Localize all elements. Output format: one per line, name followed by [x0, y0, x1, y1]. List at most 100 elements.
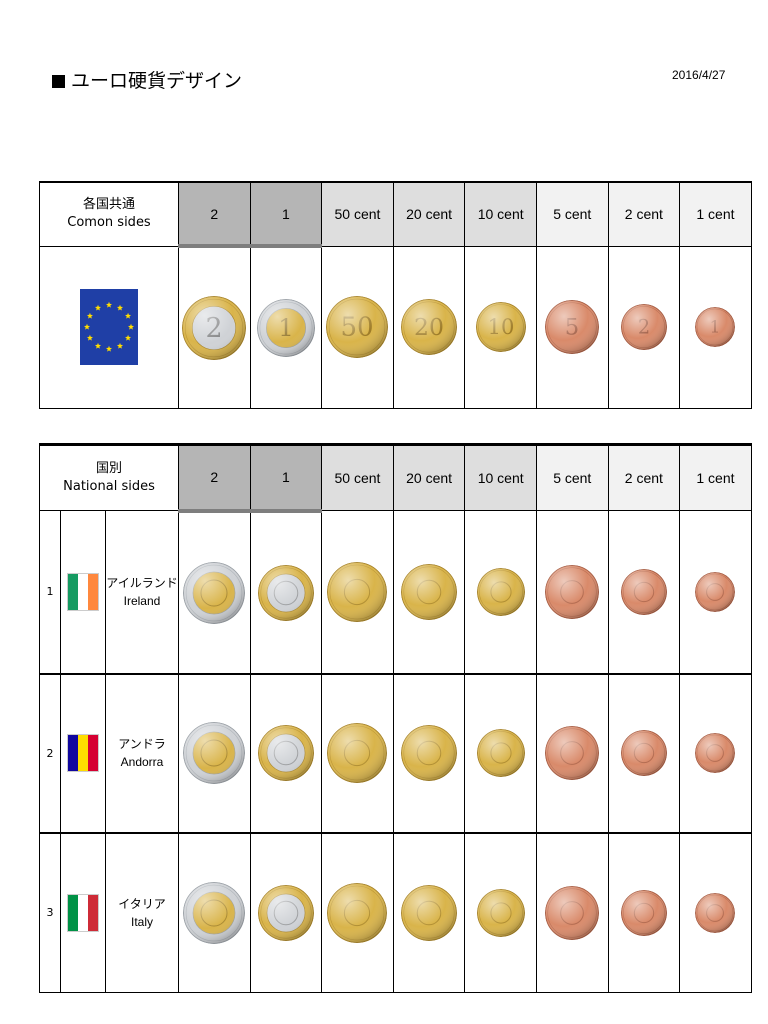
country-number: 3	[39, 831, 61, 993]
eu-flag-cell	[39, 245, 179, 409]
denomination-header: 20 cent	[392, 181, 466, 247]
eu-flag-icon	[80, 289, 138, 365]
eu-star-icon	[105, 301, 113, 308]
flag-stripe	[78, 573, 88, 610]
common-label-cell: 各国共通 Comon sides	[39, 181, 179, 247]
coin-cell	[607, 831, 681, 993]
coin-cell: 1	[249, 245, 323, 409]
coin-cell	[607, 510, 681, 674]
coin-cell	[535, 831, 609, 993]
common-coins-row: 2 1 50	[39, 245, 752, 409]
denomination-header: 50 cent	[321, 181, 394, 247]
country-row: 1 アイルランド Ireland	[39, 510, 752, 674]
denomination-header: 10 cent	[464, 443, 537, 511]
coin-cell: 5	[535, 245, 609, 409]
coin-cell	[249, 510, 323, 674]
country-name-jp: イタリア	[118, 896, 166, 911]
eu-star-icon	[125, 312, 132, 319]
country-flag-icon	[67, 572, 99, 611]
coin-cell	[249, 672, 323, 833]
eu-star-icon	[105, 345, 113, 352]
common-header-row: 各国共通 Comon sides 2 1 50 cent 20 cent 10 …	[39, 181, 752, 248]
eu-star-icon	[94, 342, 102, 349]
national-label-en: National sides	[63, 479, 155, 494]
coin-cell: 2	[178, 245, 251, 409]
common-sides-table: 各国共通 Comon sides 2 1 50 cent 20 cent 10 …	[39, 181, 752, 409]
flag-stripe	[78, 735, 88, 771]
eu-star-icon	[125, 334, 132, 341]
common-2-cent-coin: 2	[620, 304, 667, 350]
denomination-header: 20 cent	[392, 443, 466, 511]
coin-cell	[464, 831, 537, 993]
coin-cell: 1	[679, 245, 752, 409]
country-name-en: Ireland	[123, 593, 161, 608]
common-2-euro-coin: 2	[182, 295, 247, 360]
national-coin	[620, 889, 667, 936]
page-title-text: ユーロ硬貨デザイン	[71, 70, 243, 92]
eu-star-icon	[116, 342, 124, 349]
national-coin	[695, 571, 736, 612]
national-coin	[476, 567, 525, 616]
coin-cell	[249, 831, 323, 993]
coin-cell	[178, 510, 251, 674]
national-label-cell: 国別 National sides	[39, 443, 179, 511]
denomination-header: 10 cent	[464, 181, 537, 247]
national-coin	[401, 563, 458, 620]
eu-star-icon	[86, 334, 93, 341]
national-coin	[401, 725, 458, 781]
denomination-header: 2	[178, 181, 251, 248]
national-coin	[327, 561, 388, 622]
national-coin	[183, 881, 246, 944]
common-1-euro-coin: 1	[256, 298, 315, 357]
eu-star-icon	[86, 312, 93, 319]
denomination-header: 2 cent	[607, 443, 681, 511]
national-coin	[620, 730, 667, 776]
square-bullet-icon	[52, 75, 65, 88]
eu-star-icon	[94, 304, 102, 311]
country-flag-cell	[60, 510, 106, 674]
country-number: 1	[39, 510, 61, 674]
national-coin	[545, 726, 600, 780]
coin-cell: 20	[392, 245, 466, 409]
coin-cell	[607, 672, 681, 833]
country-name-jp: アイルランド	[106, 575, 178, 590]
denomination-header: 1 cent	[679, 181, 752, 247]
national-coin	[183, 722, 246, 784]
coin-cell	[321, 510, 394, 674]
coin-cell	[178, 831, 251, 993]
coin-cell	[464, 672, 537, 833]
page-title: ユーロ硬貨デザイン	[52, 66, 242, 93]
national-coin	[401, 884, 458, 941]
coin-cell	[679, 672, 752, 833]
coin-cell: 2	[607, 245, 681, 409]
national-header-row: 国別 National sides 2 1 50 cent 20 cent 10…	[39, 443, 752, 513]
coin-cell	[392, 831, 466, 993]
national-coin	[257, 725, 314, 781]
denomination-header: 5 cent	[535, 443, 609, 511]
common-50-cent-coin: 50	[326, 296, 389, 358]
coin-cell	[535, 510, 609, 674]
country-row: 3 イタリア Italy	[39, 831, 752, 993]
common-5-cent-coin: 5	[545, 300, 600, 354]
country-flag-icon	[67, 734, 99, 772]
national-sides-table: 国別 National sides 2 1 50 cent 20 cent 10…	[39, 443, 752, 993]
coin-cell	[679, 831, 752, 993]
flag-stripe	[88, 894, 98, 931]
country-name-jp: アンドラ	[118, 737, 166, 751]
eu-star-icon	[83, 323, 91, 330]
flag-stripe	[78, 894, 88, 931]
coin-cell	[321, 831, 394, 993]
coin-cell	[392, 672, 466, 833]
common-label-en: Comon sides	[67, 215, 151, 231]
country-name-cell: アイルランド Ireland	[105, 510, 179, 674]
coin-cell: 10	[464, 245, 537, 409]
national-coin	[620, 568, 667, 615]
national-coin	[476, 729, 525, 777]
national-coin	[257, 884, 314, 941]
eu-stars-icon	[83, 301, 135, 352]
document-date: 2016/4/27	[672, 68, 726, 82]
common-1-cent-coin: 1	[695, 307, 736, 347]
country-flag-icon	[67, 893, 99, 932]
denomination-header: 1	[249, 443, 323, 513]
national-label-jp: 国別	[95, 461, 122, 476]
